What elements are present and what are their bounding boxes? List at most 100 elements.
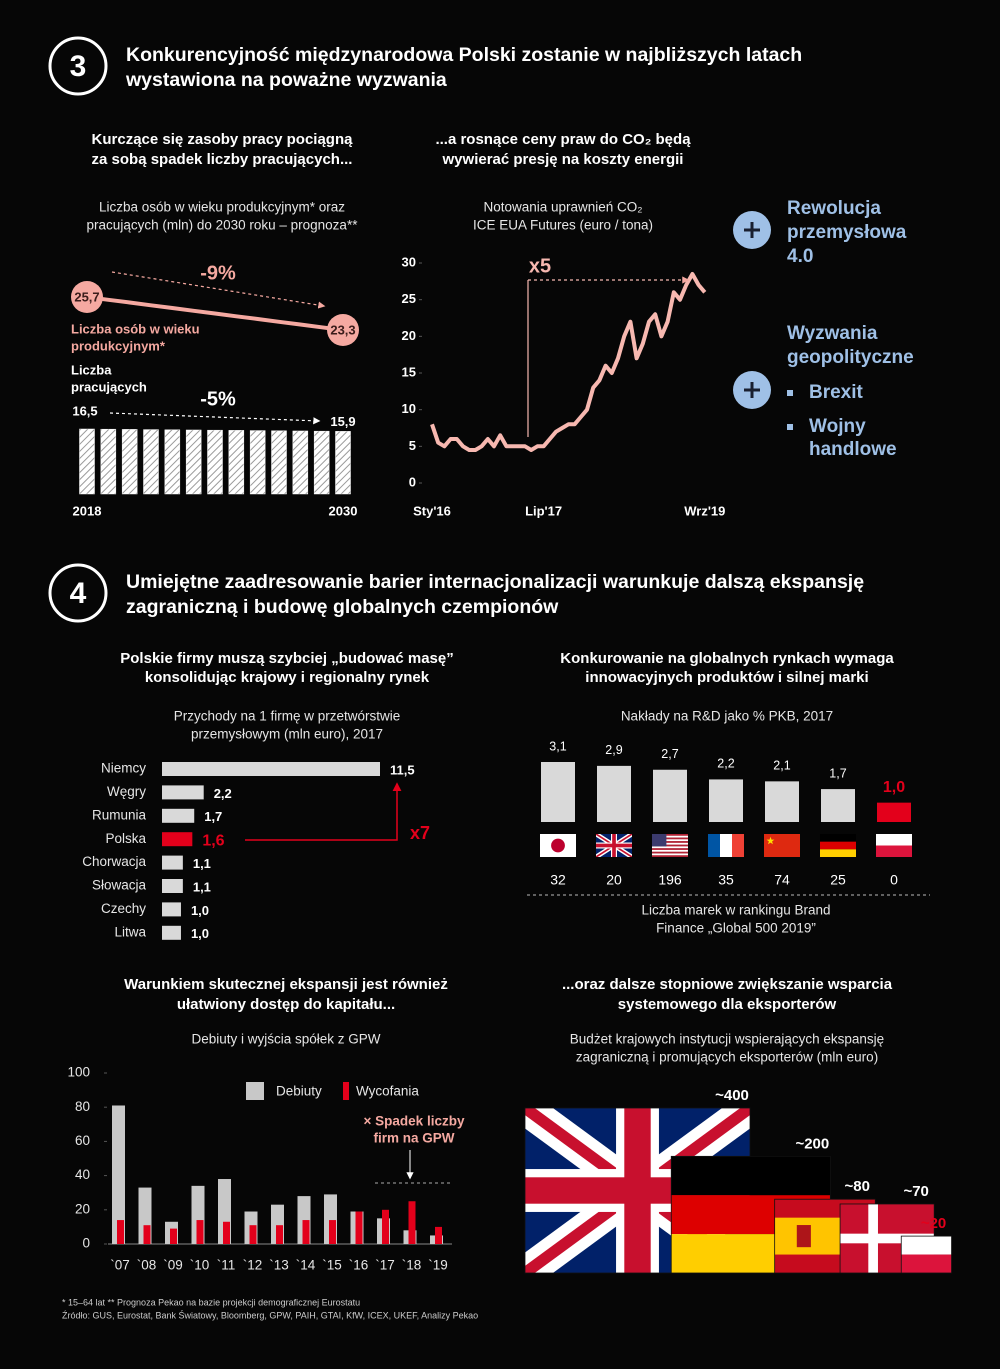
y-tick-label: 20: [75, 1201, 90, 1216]
x-tick-label: `08: [137, 1258, 157, 1273]
bar: [313, 430, 330, 495]
bar: [355, 1211, 363, 1244]
flag: [876, 834, 912, 857]
chart-title: Polskie firmy muszą szybciej „budować ma…: [120, 650, 453, 667]
value-label: 1,7: [829, 766, 846, 780]
y-tick-label: 10: [402, 401, 416, 416]
value-label: 2,1: [773, 759, 790, 773]
table-label: Liczba marek w rankingu Brand: [641, 903, 830, 918]
bar: [228, 430, 245, 495]
bar: [335, 431, 351, 495]
bar: [162, 808, 195, 823]
flag-part: [796, 1225, 811, 1248]
chart-title: Konkurowanie na globalnych rynkach wymag…: [560, 650, 894, 667]
point-marker: [71, 281, 103, 313]
bar: [207, 429, 223, 495]
bar: [329, 1220, 336, 1244]
chart-title: ułatwiony dostęp do kapitału...: [177, 996, 395, 1013]
bar: [164, 429, 181, 495]
sidebar-heading: Wyzwania: [787, 323, 878, 344]
flag-part: [720, 834, 732, 857]
legend-label: Debiuty: [276, 1084, 322, 1099]
chart-title: konsolidując krajowy i regionalny rynek: [145, 669, 430, 686]
flag-part: [708, 834, 720, 857]
x-tick-label: `17: [375, 1258, 395, 1273]
value-label: 1,6: [202, 832, 224, 849]
annotation: firm na GPW: [373, 1131, 454, 1146]
x-tick-label: `16: [349, 1258, 369, 1273]
sidebar-heading: geopolityczne: [787, 347, 914, 368]
point-marker: [327, 314, 359, 346]
bar: [597, 765, 631, 822]
table-value: 0: [890, 872, 898, 888]
annotation: x5: [529, 255, 551, 277]
category-label: Niemcy: [101, 761, 146, 776]
legend-swatch: [343, 1082, 349, 1100]
value-label: ~70: [903, 1183, 928, 1200]
flag-part: [732, 834, 744, 857]
y-tick-label: 0: [82, 1236, 90, 1251]
x-tick-label: `14: [296, 1258, 316, 1273]
series-label: Liczba osób w wieku: [71, 321, 200, 336]
y-tick-label: 30: [402, 254, 416, 269]
trend-arrow: [109, 412, 321, 425]
chart-title: Warunkiem skutecznej ekspansji jest równ…: [124, 976, 448, 993]
flag: [596, 834, 632, 857]
category-label: Litwa: [114, 924, 146, 939]
flag-part: [671, 1156, 831, 1196]
category-label: Węgry: [107, 784, 146, 799]
annotation-arrow: [245, 782, 402, 841]
bar: [653, 769, 687, 822]
y-tick-label: 5: [409, 438, 416, 453]
chart-subtitle: przemysłowym (mln euro), 2017: [191, 727, 383, 742]
y-tick-label: 20: [402, 328, 416, 343]
bar: [112, 1105, 125, 1244]
section-badge: [48, 36, 108, 96]
bar: [79, 428, 95, 495]
category-label: Polska: [105, 831, 146, 846]
value-label: 1,0: [191, 926, 209, 941]
annotation: × Spadek liczby: [364, 1114, 465, 1129]
bar: [162, 925, 181, 940]
series-label: Liczba: [71, 362, 112, 377]
sidebar-bullet: Brexit: [809, 382, 864, 403]
flag-part: [764, 834, 800, 857]
flag-part: [652, 851, 688, 854]
flag: [820, 834, 856, 857]
footnote: Źródło: GUS, Eurostat, Bank Światowy, Bl…: [62, 1309, 478, 1320]
series-label: produkcyjnym*: [71, 338, 166, 353]
sidebar-bullet: handlowe: [809, 439, 897, 460]
value-label: 2,7: [661, 747, 678, 761]
bar: [765, 781, 799, 822]
bullet: [787, 424, 793, 430]
bar: [117, 1220, 124, 1244]
value-label: 1,0: [191, 903, 209, 918]
x-tick-label: Wrz'19: [684, 503, 725, 518]
flag-part: [612, 834, 616, 857]
section-title: zagraniczną i budowę globalnych czempion…: [126, 596, 559, 618]
bar: [100, 428, 117, 495]
chart-title: wywierać presję na koszty energii: [442, 151, 684, 168]
chart-subtitle: Debiuty i wyjścia spółek z GPW: [191, 1032, 380, 1047]
section-number: 3: [70, 50, 87, 83]
value-label: 3,1: [549, 739, 566, 753]
bar: [162, 855, 183, 870]
section-title: Umiejętne zaadresowanie barier internacj…: [126, 571, 864, 593]
value-label: ~400: [715, 1087, 749, 1104]
bar: [821, 789, 855, 822]
x-tick-label: Sty'16: [413, 503, 451, 518]
value-label: ~200: [795, 1135, 829, 1152]
legend-swatch: [246, 1082, 264, 1100]
change-label: -5%: [200, 388, 236, 410]
x-tick-label: `19: [428, 1258, 448, 1273]
x-tick-label: `07: [110, 1258, 130, 1273]
flag-part: [652, 837, 688, 840]
bar: [170, 1228, 177, 1244]
flag-part: [876, 834, 912, 846]
table-value: 32: [550, 872, 566, 888]
bar: [162, 902, 181, 917]
y-tick-label: 0: [409, 474, 416, 489]
chart-subtitle: Przychody na 1 firmę w przetwórstwie: [174, 709, 401, 724]
